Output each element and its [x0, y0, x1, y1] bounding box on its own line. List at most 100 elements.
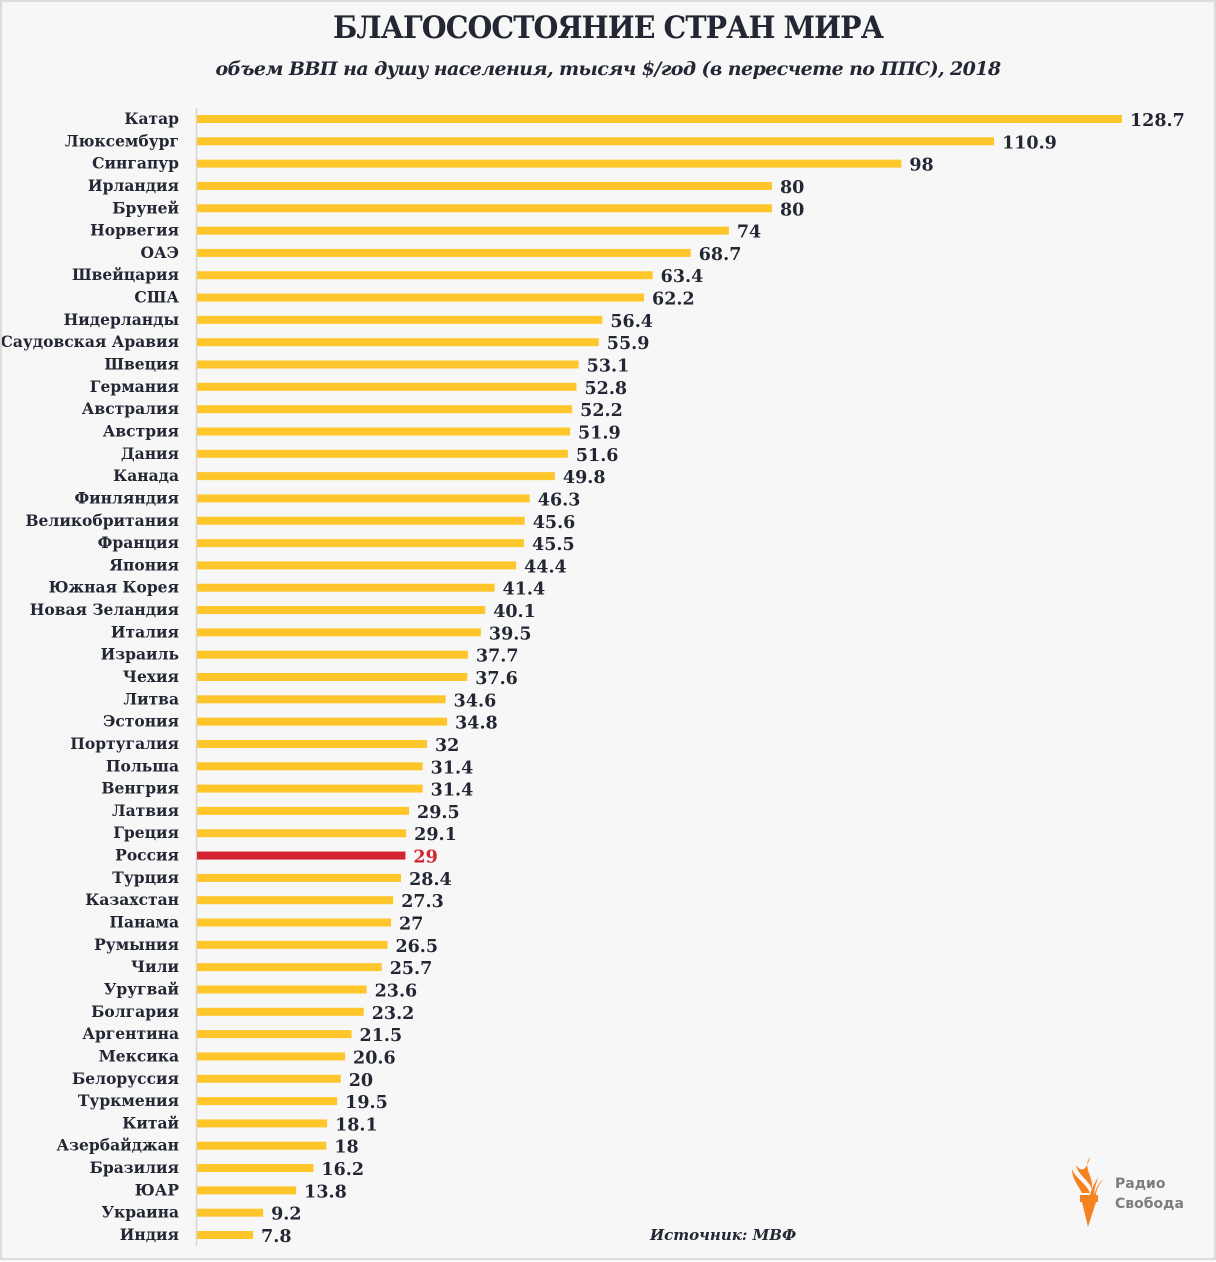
bar-row: Литва 34.6: [123, 689, 496, 711]
bar: [197, 449, 568, 458]
category-label: Панама: [109, 913, 179, 932]
bar-row: Великобритания 45.6: [25, 511, 575, 533]
bar-row: Италия 39.5: [111, 622, 532, 644]
bar: [197, 338, 599, 347]
bar: [197, 717, 448, 726]
value-label: 63.4: [661, 267, 704, 287]
bar-row: Китай 18.1: [122, 1113, 377, 1135]
category-label: Чили: [131, 957, 179, 976]
bar: [197, 873, 402, 882]
category-label: Великобритания: [25, 511, 179, 530]
bar: [197, 963, 382, 972]
bar: [197, 673, 468, 681]
bar-row: Люксембург 110.9: [65, 131, 1057, 153]
bar-row: Болгария 23.2: [91, 1002, 414, 1024]
category-label: Катар: [124, 109, 179, 128]
bar: [197, 784, 423, 793]
category-label: США: [134, 288, 179, 307]
bar-highlight: [197, 851, 406, 860]
value-label: 21.5: [360, 1026, 403, 1046]
bar: [197, 360, 579, 369]
category-label: Израиль: [101, 645, 179, 664]
category-label: Польша: [106, 756, 179, 775]
bar: [197, 1208, 264, 1217]
value-label: 25.7: [390, 959, 433, 979]
value-label: 29.1: [414, 825, 457, 845]
value-label: 49.8: [563, 468, 606, 488]
bar-row: Сингапур 98: [92, 154, 934, 176]
bar: [197, 271, 653, 280]
bar-row: Мексика 20.6: [99, 1046, 396, 1068]
category-label: Латвия: [112, 801, 179, 820]
chart-title: БЛАГОСОСТОЯНИЕ СТРАН МИРА: [332, 10, 884, 46]
category-label: Турция: [112, 868, 179, 887]
torch-icon: [1072, 1157, 1104, 1227]
bar: [197, 405, 573, 414]
value-label: 51.9: [578, 423, 621, 443]
category-label: Венгрия: [101, 779, 179, 798]
bar: [197, 315, 603, 324]
category-label: Китай: [122, 1113, 179, 1132]
value-label: 80: [780, 178, 804, 198]
category-label: Литва: [123, 689, 179, 708]
bar-row: Казахстан 27.3: [85, 890, 444, 912]
bar-row: Азербайджан 18: [57, 1136, 359, 1158]
bar: [197, 1097, 338, 1106]
category-label: Швеция: [104, 355, 179, 374]
category-label: Нидерланды: [64, 310, 179, 329]
bar: [197, 382, 577, 391]
bar: [197, 516, 525, 525]
value-label: 45.6: [533, 513, 576, 533]
value-label: 37.6: [475, 669, 518, 689]
category-label: Уругвай: [104, 979, 179, 998]
bar-row: Япония 44.4: [109, 555, 566, 577]
value-label: 52.8: [584, 379, 627, 399]
bar-row: Эстония 34.8: [103, 712, 498, 734]
value-label: 20: [349, 1071, 373, 1091]
category-label: Южная Корея: [49, 578, 179, 597]
value-label: 40.1: [493, 602, 536, 622]
bar: [197, 1164, 314, 1173]
category-label: Япония: [109, 555, 179, 574]
value-label: 39.5: [489, 624, 532, 644]
bar: [197, 137, 995, 146]
bar-row: Венгрия 31.4: [101, 779, 473, 801]
bar: [197, 762, 423, 771]
source-note: Источник: МВФ: [650, 1226, 797, 1244]
bar: [197, 159, 902, 168]
category-label: Белоруссия: [72, 1069, 179, 1088]
category-label: Норвегия: [90, 221, 179, 240]
category-label: ЮАР: [135, 1180, 180, 1199]
bar-row: Катар 128.7: [124, 109, 1184, 131]
bar: [197, 695, 446, 704]
bar: [197, 1052, 346, 1061]
bar-row: Польша 31.4: [106, 756, 473, 778]
category-label: ОАЭ: [141, 243, 179, 262]
category-label: Новая Зеландия: [30, 600, 179, 619]
category-label: Эстония: [103, 712, 179, 731]
bar-row: ЮАР 13.8: [135, 1180, 347, 1202]
bar-row: Финляндия 46.3: [74, 488, 580, 510]
bar-row: Румыния 26.5: [94, 935, 438, 957]
bar-row: Индия 7.8: [120, 1225, 292, 1247]
chart-subtitle: объем ВВП на душу населения, тысяч $/год…: [215, 58, 1001, 80]
bar: [197, 293, 645, 302]
bar: [197, 739, 427, 748]
value-label: 55.9: [607, 334, 650, 354]
bar: [197, 248, 691, 257]
bar-row: Франция 45.5: [98, 533, 575, 555]
logo-line1: Радио: [1115, 1176, 1166, 1192]
category-label: Люксембург: [65, 131, 179, 150]
category-label: Мексика: [99, 1046, 179, 1065]
value-label: 28.4: [409, 870, 452, 890]
bar: [197, 1030, 352, 1039]
bar-row: Чили 25.7: [131, 957, 432, 979]
bar-row: Норвегия 74: [90, 221, 761, 243]
value-label: 13.8: [304, 1182, 347, 1202]
bar-row: Германия 52.8: [90, 377, 627, 399]
bar-row: Аргентина 21.5: [82, 1024, 402, 1046]
value-label: 34.6: [454, 691, 497, 711]
bar: [197, 829, 407, 838]
bar-row: Туркмения 19.5: [78, 1091, 388, 1113]
value-label: 34.8: [455, 714, 498, 734]
